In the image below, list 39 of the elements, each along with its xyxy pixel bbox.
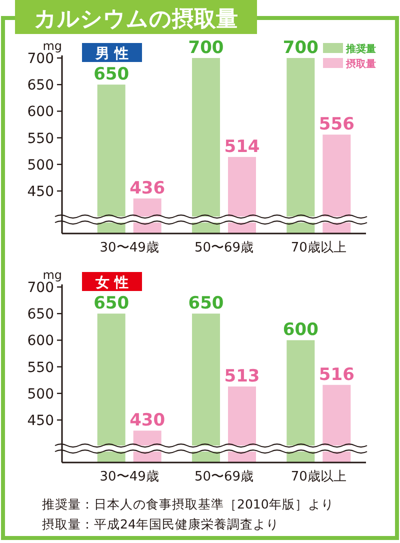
legend-label: 推奨量 xyxy=(345,43,376,55)
data-label: 650 xyxy=(94,64,130,85)
data-label: 700 xyxy=(188,38,224,58)
text: 推奨量：日本人の食事摂取基準［2010年版］より xyxy=(42,496,334,512)
y-tick-label: 450 xyxy=(27,413,54,429)
y-axis-title: mg xyxy=(42,268,62,282)
data-label: 700 xyxy=(282,38,319,58)
chart-subtitle: 男 性 xyxy=(94,46,128,62)
y-tick-label: 700 xyxy=(27,280,54,296)
y-tick-label: 500 xyxy=(27,157,54,174)
y-tick-label: 700 xyxy=(27,51,54,67)
y-tick-label: 600 xyxy=(27,104,54,120)
legend-label: 摂取量 xyxy=(345,58,376,70)
y-tick-label: 650 xyxy=(27,78,54,94)
y-tick-label: 550 xyxy=(27,360,54,376)
data-label: 436 xyxy=(130,178,166,198)
y-tick-label: 550 xyxy=(27,130,54,147)
data-label: 650 xyxy=(94,294,130,314)
y-tick-label: 600 xyxy=(27,333,54,350)
y-tick-label: 500 xyxy=(27,386,54,402)
data-label: 650 xyxy=(188,294,224,314)
x-tick-label: 50〜69歳 xyxy=(194,470,254,485)
data-label: 556 xyxy=(318,114,354,135)
y-tick-label: 650 xyxy=(27,306,54,323)
chart-title: カルシウムの摂取量 xyxy=(34,7,238,32)
y-axis-title: mg xyxy=(42,39,62,53)
x-tick-label: 70歳以上 xyxy=(290,470,346,485)
x-tick-label: 50〜69歳 xyxy=(194,240,254,256)
x-tick-label: 30〜49歳 xyxy=(100,240,159,256)
x-tick-label: 30〜49歳 xyxy=(100,470,159,485)
text: 摂取量：平成24年国民健康栄養調査より xyxy=(42,516,279,532)
data-label: 600 xyxy=(282,320,319,340)
y-tick-label: 450 xyxy=(27,184,54,200)
chart-subtitle: 女 性 xyxy=(94,275,128,291)
data-label: 430 xyxy=(130,410,166,431)
data-label: 514 xyxy=(224,136,260,157)
data-label: 516 xyxy=(318,364,354,385)
data-label: 513 xyxy=(224,366,260,386)
x-tick-label: 70歳以上 xyxy=(290,240,346,256)
